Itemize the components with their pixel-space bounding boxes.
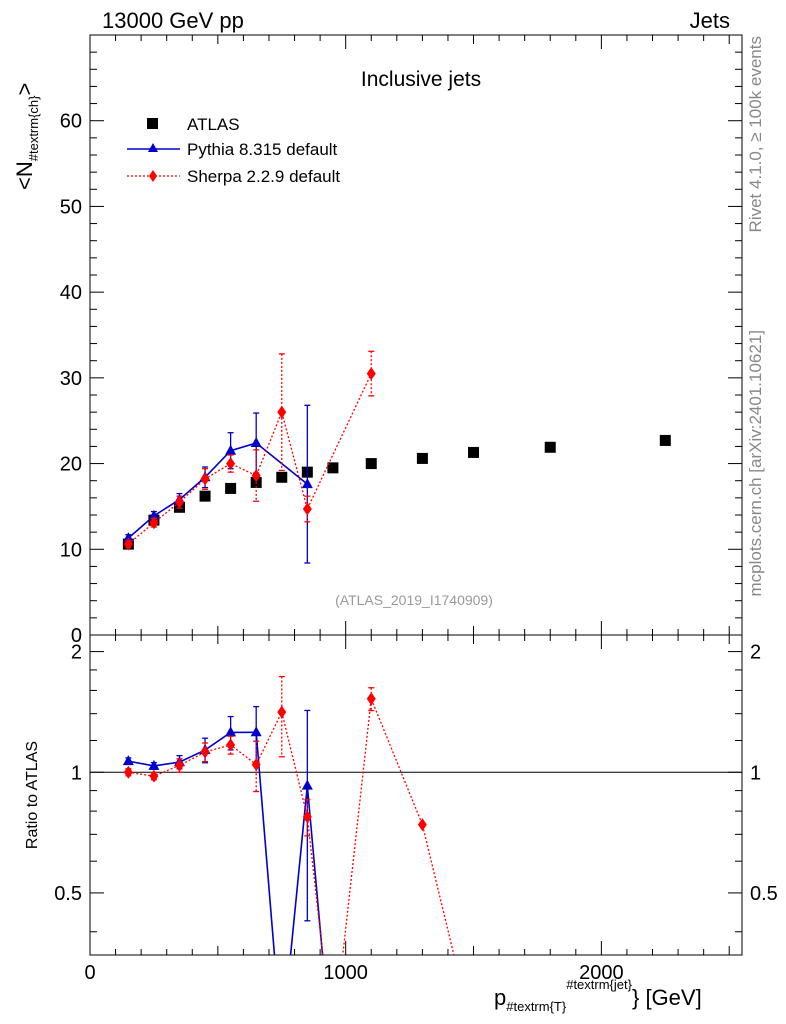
ratio-data-point — [226, 738, 236, 752]
ratio-data-point — [174, 758, 184, 772]
main-series-sherpa — [123, 350, 376, 551]
ratio-panel: 0.5 0.51 12 2 0 1000 2000 Ratio to ATLAS p#te… — [24, 634, 778, 1014]
legend: ATLAS Pythia 8.315 default Sherpa 2.2.9 … — [127, 115, 340, 186]
main-data-point — [148, 509, 160, 520]
ratio-data-point — [123, 765, 133, 779]
main-data-point — [277, 405, 287, 419]
y-tick-label: 0 — [71, 625, 82, 647]
main-panel: 0 10 20 30 40 50 60 Inclusive jets (ATLAS_2019… — [12, 34, 743, 647]
ratio-series-sherpa — [123, 675, 455, 955]
main-data-point — [544, 441, 556, 453]
ratio-y-tick-label-right: 2 — [750, 642, 761, 664]
main-data-point — [251, 469, 261, 483]
ratio-data-point — [251, 758, 261, 772]
main-y-label: <N#textrm{ch}> — [12, 83, 41, 190]
main-data-point — [225, 444, 237, 455]
main-data-point — [327, 462, 339, 474]
ratio-data-point — [366, 692, 376, 706]
legend-atlas-marker — [147, 118, 158, 129]
main-data-point — [416, 452, 428, 464]
ratio-data-point — [302, 810, 312, 824]
main-series-atlas — [122, 434, 671, 550]
header-energy-label: 13000 GeV pp — [102, 8, 244, 33]
chart-title: Inclusive jets — [361, 68, 481, 91]
main-data-point — [659, 434, 671, 446]
ratio-data-point — [417, 818, 427, 832]
y-tick-label: 40 — [60, 282, 82, 304]
y-tick-label: 20 — [60, 454, 82, 476]
ratio-data-point — [301, 779, 313, 790]
ratio-data-point — [149, 769, 159, 783]
main-data-point — [122, 532, 134, 543]
ratio-data-point — [122, 755, 134, 766]
ratio-data-point — [225, 726, 237, 737]
main-data-point — [123, 537, 133, 551]
ratio-series-line — [128, 731, 324, 955]
main-data-point — [301, 478, 313, 489]
main-data-point — [250, 437, 262, 447]
main-data-point — [468, 446, 480, 458]
x-label-sup: #textrm{jet} — [566, 977, 632, 992]
x-label-end: } [GeV] — [632, 985, 702, 1010]
ratio-axis-ticks — [89, 635, 742, 955]
main-data-point — [276, 471, 288, 483]
y-tick-label: 30 — [60, 368, 82, 390]
ratio-y-tick-label-left: 1 — [71, 762, 82, 784]
x-label-sub: #textrm{T} — [506, 999, 567, 1014]
main-series-group — [122, 350, 671, 564]
main-data-point — [199, 490, 211, 502]
ratio-y-tick-labels: 0.5 0.5 1 1 2 2 — [54, 642, 778, 905]
ratio-data-point — [277, 705, 287, 719]
ratio-y-tick-label-left: 0.5 — [54, 883, 82, 905]
main-data-point — [366, 367, 376, 381]
x-label-main: p — [494, 985, 506, 1010]
legend-pythia-marker — [148, 143, 158, 152]
x-tick-labels: 0 1000 2000 — [84, 962, 623, 984]
ratio-y-label: Ratio to ATLAS — [24, 741, 41, 849]
main-y-label-end: > — [12, 83, 37, 96]
ratio-y-tick-label-right: 0.5 — [750, 883, 778, 905]
main-data-point — [149, 516, 159, 530]
legend-sherpa-label: Sherpa 2.2.9 default — [187, 167, 340, 186]
x-axis-label: p#textrm{T} #textrm{jet}} [GeV] — [494, 977, 702, 1014]
ratio-y-tick-label-right: 1 — [750, 762, 761, 784]
mcplots-label: mcplots.cern.ch [arXiv:2401.10621] — [746, 330, 765, 596]
y-tick-label: 10 — [60, 539, 82, 561]
x-tick-label: 0 — [84, 962, 95, 984]
main-y-label-sub: #textrm{ch} — [26, 95, 41, 161]
y-tick-label: 60 — [60, 111, 82, 133]
ratio-data-point — [250, 726, 262, 737]
main-data-point — [302, 502, 312, 516]
watermark: (ATLAS_2019_I1740909) — [335, 592, 493, 608]
legend-sherpa-marker — [149, 170, 157, 182]
ratio-series-group — [122, 675, 455, 955]
main-series-pythia — [122, 404, 313, 564]
main-axis-ticks — [89, 34, 742, 636]
main-data-point — [365, 458, 377, 470]
rivet-label: Rivet 4.1.0, ≥ 100k events — [746, 36, 765, 232]
ratio-series-line — [128, 698, 455, 955]
main-data-point — [200, 472, 210, 486]
legend-pythia-label: Pythia 8.315 default — [187, 140, 338, 159]
main-y-label-main: <N — [12, 161, 37, 190]
main-series-line — [127, 373, 372, 545]
ratio-data-point — [200, 745, 210, 759]
ratio-data-point — [148, 759, 160, 770]
main-data-point — [225, 482, 237, 494]
header-process-label: Jets — [690, 8, 730, 33]
legend-atlas-label: ATLAS — [187, 115, 240, 134]
main-y-tick-labels: 0 10 20 30 40 50 60 — [60, 111, 82, 647]
ratio-y-tick-label-left: 2 — [71, 642, 82, 664]
x-tick-label: 2000 — [579, 962, 624, 984]
main-data-point — [226, 457, 236, 471]
x-tick-label: 1000 — [323, 962, 368, 984]
main-data-point — [174, 495, 184, 509]
ratio-frame — [89, 634, 743, 956]
y-tick-label: 50 — [60, 196, 82, 218]
